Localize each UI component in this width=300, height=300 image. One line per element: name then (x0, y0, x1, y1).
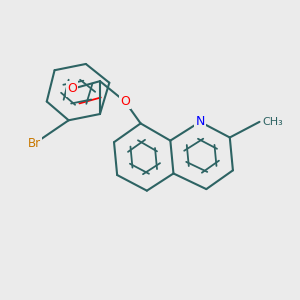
Text: O: O (67, 82, 77, 95)
Text: N: N (195, 115, 205, 128)
Text: O: O (120, 95, 130, 108)
Text: CH₃: CH₃ (262, 117, 284, 127)
Text: Br: Br (28, 137, 41, 150)
